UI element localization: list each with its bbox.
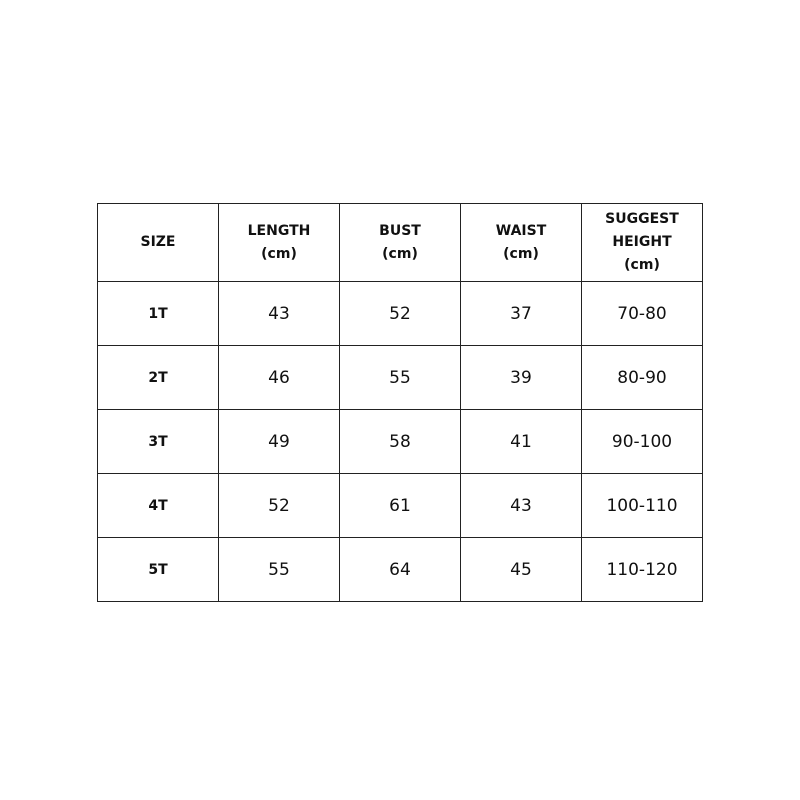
cell-suggest-height: 80-90: [581, 345, 703, 410]
cell-waist: 45: [460, 537, 582, 602]
cell-bust: 55: [339, 345, 461, 410]
header-row: SIZE LENGTH (cm) BUST (cm) WAIST (cm) SUGGEST HE…: [97, 203, 703, 282]
cell-size: 2T: [97, 345, 219, 410]
header-size: SIZE: [97, 203, 219, 282]
cell-length: 43: [218, 281, 340, 346]
cell-size: 3T: [97, 409, 219, 474]
header-line: (cm): [503, 245, 539, 262]
cell-waist: 41: [460, 409, 582, 474]
header-line: HEIGHT: [612, 234, 672, 250]
table-row: 3T 49 58 41 90-100: [97, 409, 703, 474]
header-bust: BUST (cm): [339, 203, 461, 282]
table-row: 4T 52 61 43 100-110: [97, 473, 703, 538]
cell-size: 4T: [97, 473, 219, 538]
header-line: SUGGEST: [605, 211, 679, 227]
cell-length: 46: [218, 345, 340, 410]
size-chart-table: SIZE LENGTH (cm) BUST (cm) WAIST (cm) SUGGEST HE…: [97, 203, 703, 602]
header-line: LENGTH: [247, 222, 311, 239]
header-line: WAIST: [495, 222, 547, 239]
header-waist: WAIST (cm): [460, 203, 582, 282]
cell-waist: 37: [460, 281, 582, 346]
cell-bust: 52: [339, 281, 461, 346]
table-row: 5T 55 64 45 110-120: [97, 537, 703, 602]
cell-suggest-height: 100-110: [581, 473, 703, 538]
header-line: BUST: [379, 222, 421, 239]
cell-bust: 64: [339, 537, 461, 602]
cell-waist: 39: [460, 345, 582, 410]
cell-size: 5T: [97, 537, 219, 602]
cell-size: 1T: [97, 281, 219, 346]
table-row: 1T 43 52 37 70-80: [97, 281, 703, 346]
header-line: SIZE: [140, 234, 176, 250]
cell-length: 52: [218, 473, 340, 538]
cell-waist: 43: [460, 473, 582, 538]
cell-suggest-height: 90-100: [581, 409, 703, 474]
cell-suggest-height: 70-80: [581, 281, 703, 346]
cell-bust: 61: [339, 473, 461, 538]
header-suggest-height: SUGGEST HEIGHT (cm): [581, 203, 703, 282]
cell-length: 49: [218, 409, 340, 474]
table-row: 2T 46 55 39 80-90: [97, 345, 703, 410]
header-length: LENGTH (cm): [218, 203, 340, 282]
header-line: (cm): [261, 245, 297, 262]
header-line: (cm): [624, 257, 660, 273]
header-line: (cm): [382, 245, 418, 262]
cell-length: 55: [218, 537, 340, 602]
cell-bust: 58: [339, 409, 461, 474]
cell-suggest-height: 110-120: [581, 537, 703, 602]
